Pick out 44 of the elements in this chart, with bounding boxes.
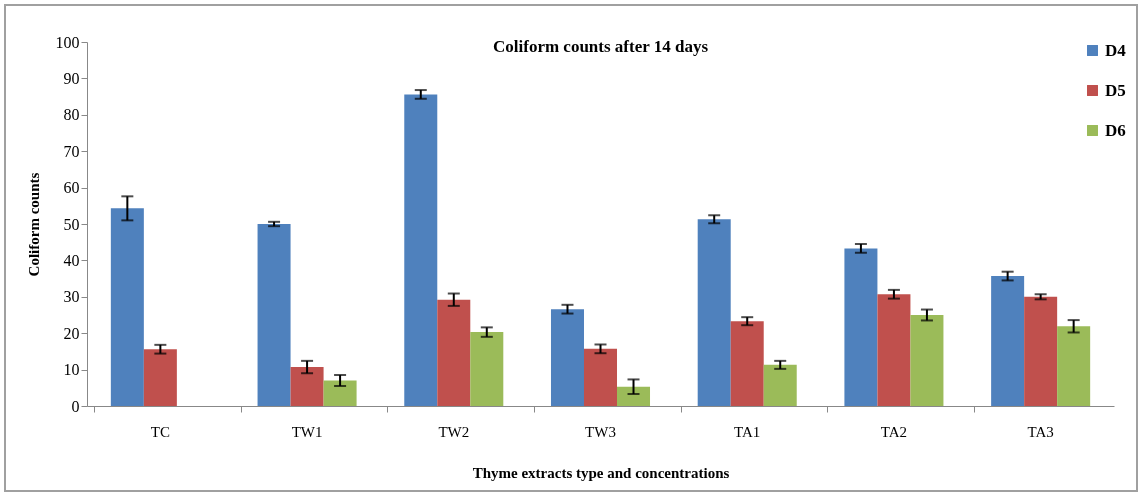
legend-label: D5	[1105, 80, 1126, 100]
bar	[991, 276, 1025, 406]
bar	[437, 299, 471, 406]
y-tick-label: 60	[63, 179, 80, 197]
x-tick-label: TW1	[291, 423, 323, 440]
y-tick-label: 10	[63, 361, 80, 379]
x-tick-label: TA1	[734, 423, 761, 440]
bar	[550, 309, 584, 406]
legend-label: D6	[1105, 120, 1126, 140]
bar	[404, 94, 438, 406]
y-tick-label: 90	[63, 69, 80, 87]
y-tick-label: 0	[71, 397, 80, 415]
x-tick-label: TA3	[1027, 423, 1054, 440]
x-tick-label: TW3	[585, 423, 616, 440]
y-tick-label: 40	[63, 251, 80, 269]
chart-title: Coliform counts after 14 days	[493, 37, 709, 56]
bar	[1057, 326, 1091, 406]
y-axis-title: Coliform counts	[25, 172, 42, 277]
x-tick-label: TA2	[880, 423, 908, 440]
y-tick-label: 100	[55, 33, 80, 51]
bar	[910, 315, 944, 406]
bar	[257, 224, 291, 406]
legend-label: D4	[1105, 40, 1127, 60]
bar	[583, 348, 618, 406]
x-axis-title: Thyme extracts type and concentrations	[472, 464, 730, 481]
bar	[470, 332, 504, 406]
y-tick-label: 50	[63, 215, 80, 233]
x-tick-label: TW2	[438, 423, 470, 440]
bar	[290, 367, 324, 406]
bar	[1024, 296, 1058, 406]
bar	[763, 364, 797, 406]
bar	[143, 349, 177, 406]
bar	[323, 380, 357, 406]
bar	[877, 294, 911, 406]
y-tick-label: 20	[63, 324, 80, 342]
y-tick-label: 30	[63, 288, 80, 306]
bar	[110, 208, 144, 406]
y-tick-label: 70	[63, 142, 80, 160]
bar	[697, 219, 731, 406]
bar	[844, 248, 878, 406]
bar	[730, 321, 764, 406]
y-tick-label: 80	[63, 106, 80, 124]
bar	[617, 386, 651, 406]
x-tick-label: TC	[150, 423, 170, 440]
